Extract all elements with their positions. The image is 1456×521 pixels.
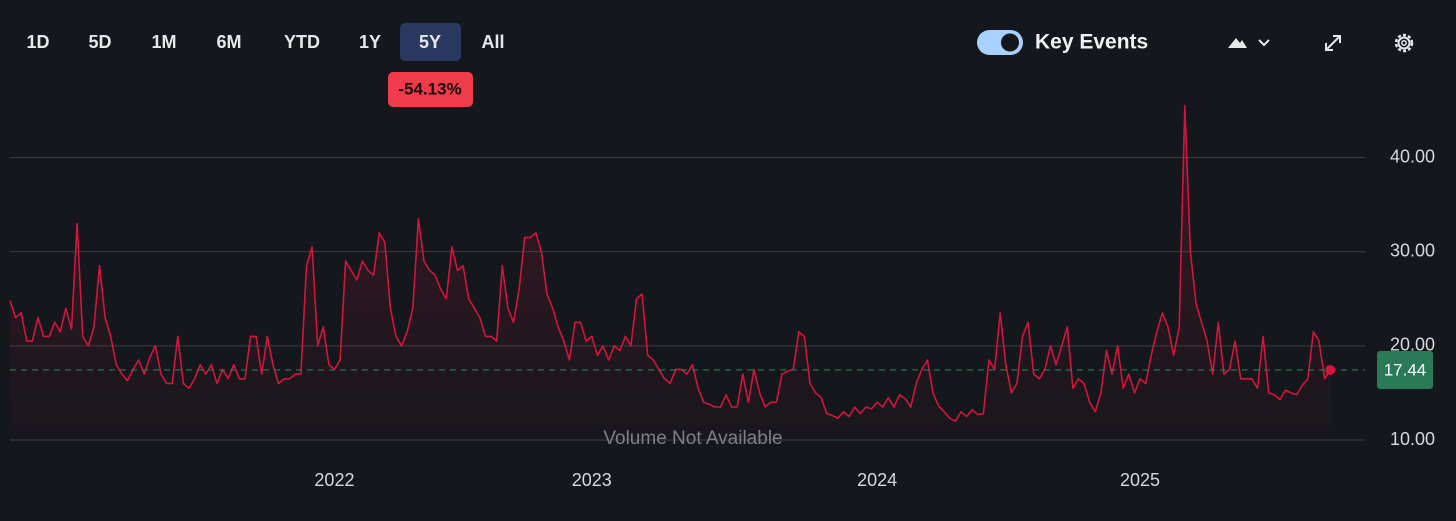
key-events-toggle[interactable] [977,30,1023,55]
range-button[interactable]: 6M [216,32,241,52]
last-value-label: 17.44 [1384,360,1427,379]
x-tick-label: 2022 [314,470,354,490]
range-button[interactable]: 5D [88,32,111,52]
range-button[interactable]: All [481,32,504,52]
line [9,104,1331,422]
toggle-knob [1001,33,1019,52]
range-button[interactable]: 1D [26,32,49,52]
change-value: -54.13% [398,79,461,98]
range-button[interactable]: 1Y [359,32,381,52]
range-button[interactable]: 5Y [419,32,441,52]
area [10,105,1331,440]
x-tick-label: 2023 [572,470,612,490]
y-tick-label: 40.00 [1390,146,1435,166]
x-tick-label: 2025 [1120,470,1160,490]
last-point [1325,364,1336,375]
y-tick-label: 10.00 [1390,429,1435,449]
fullscreen-icon[interactable] [1325,35,1341,51]
key-events-label: Key Events [1035,31,1148,54]
settings-icon[interactable] [1394,33,1414,53]
y-tick-label: 30.00 [1390,240,1435,260]
chart-type-chevron[interactable] [1258,39,1270,47]
chart-type-icon[interactable] [1228,38,1247,48]
range-button[interactable]: 1M [151,32,176,52]
y-tick-label: 20.00 [1390,335,1435,355]
change-badge [388,72,473,107]
last-value-box [1377,350,1433,389]
toolbar: 1D 5D 1M 6M YTD 1Y -54.13% 5Y All [26,23,505,107]
volume-note: Volume Not Available [603,428,782,449]
range-button-active[interactable] [400,23,461,61]
range-button[interactable]: YTD [284,32,320,52]
x-tick-label: 2024 [857,470,897,490]
plot: 10.00 20.00 30.00 40.00 2022 2023 2024 2025 17.4… [9,104,1435,490]
